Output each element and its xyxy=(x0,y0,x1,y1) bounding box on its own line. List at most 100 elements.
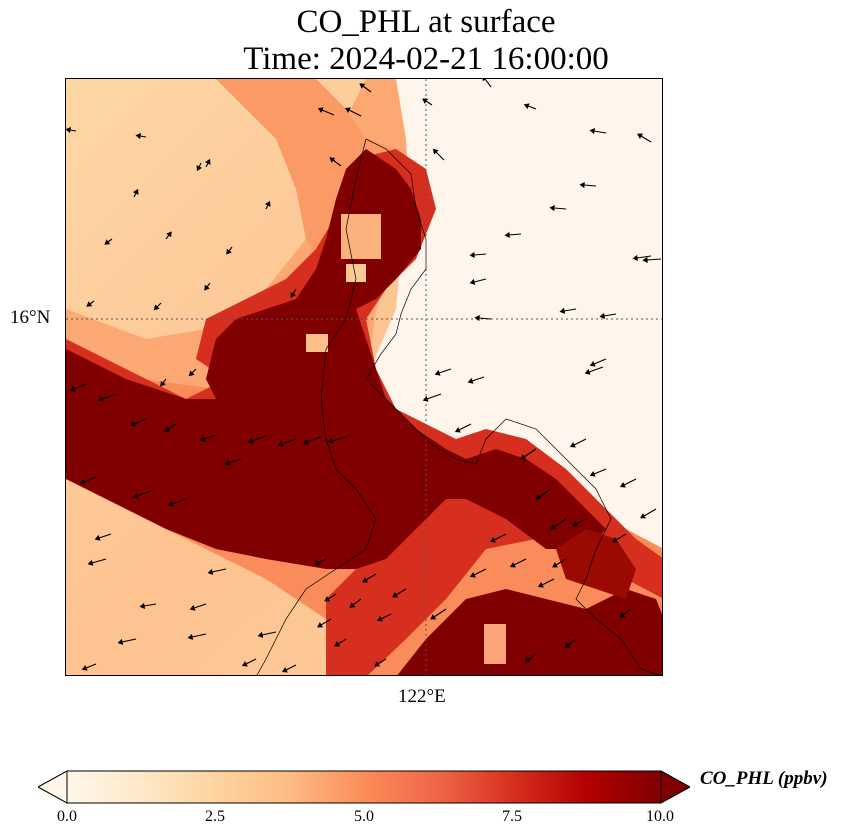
wind-vector-head-75 xyxy=(550,524,557,530)
wind-vector-10 xyxy=(206,282,211,288)
map-svg xyxy=(66,79,662,675)
wind-vector-head-76 xyxy=(535,494,542,500)
wind-vector-head-0 xyxy=(66,127,72,134)
wind-vector-head-46 xyxy=(327,437,334,444)
wind-vector-78 xyxy=(458,423,472,431)
wind-vector-head-53 xyxy=(94,534,101,541)
wind-vector-head-86 xyxy=(281,667,288,673)
wind-vector-35 xyxy=(471,376,485,382)
wind-vector-72 xyxy=(541,578,555,586)
wind-vector-38 xyxy=(162,378,167,384)
plume-core-east-island xyxy=(556,529,636,599)
wind-vector-head-36 xyxy=(434,369,441,376)
wind-vector-82 xyxy=(622,608,632,616)
wind-vector-head-35 xyxy=(467,377,474,384)
wind-vector-head-40 xyxy=(164,426,171,432)
wind-vector-26 xyxy=(473,253,487,256)
wind-vector-89 xyxy=(85,663,97,669)
plume-core-south xyxy=(397,589,662,675)
wind-vector-84 xyxy=(527,653,537,661)
wind-vector-0 xyxy=(69,129,77,132)
wind-vector-48 xyxy=(101,393,117,400)
wind-vector-head-62 xyxy=(324,596,331,602)
wind-vector-head-23 xyxy=(579,181,585,189)
wind-vector-head-15 xyxy=(344,107,351,113)
wind-vector-2 xyxy=(205,162,209,168)
wind-vector-18 xyxy=(435,151,445,161)
concentration-map xyxy=(65,78,663,676)
wind-vector-head-34 xyxy=(584,368,591,375)
wind-vector-head-65 xyxy=(392,592,399,598)
wind-vector-head-24 xyxy=(549,204,555,212)
wind-vector-22 xyxy=(640,135,652,143)
wind-vector-39 xyxy=(191,368,197,374)
wind-vector-29 xyxy=(603,313,617,317)
wind-vector-head-22 xyxy=(637,133,644,139)
wind-vector-73 xyxy=(555,558,567,566)
wind-vector-head-4 xyxy=(196,165,202,172)
wind-vector-65 xyxy=(395,588,407,596)
wind-vector-13 xyxy=(332,159,342,167)
wind-vector-56 xyxy=(191,633,207,638)
wind-vector-head-9 xyxy=(86,301,93,307)
colorbar-tick-4: 10.0 xyxy=(646,808,674,825)
wind-vector-head-58 xyxy=(117,638,124,645)
wind-vector-head-25 xyxy=(504,231,510,239)
plume-hole-3 xyxy=(306,334,328,352)
colorbar-tick-2: 5.0 xyxy=(354,808,374,825)
wind-vector-25 xyxy=(508,233,522,236)
wind-vector-head-14 xyxy=(317,107,324,114)
wind-vector-head-61 xyxy=(313,560,320,566)
wind-vector-9 xyxy=(89,300,95,305)
wind-vector-head-83 xyxy=(564,642,571,648)
wind-vector-30 xyxy=(646,258,662,261)
wind-vector-17 xyxy=(425,100,433,106)
wind-vector-54 xyxy=(91,558,107,564)
wind-vector-36 xyxy=(438,368,452,374)
wind-vector-head-21 xyxy=(589,128,596,135)
wind-vector-43 xyxy=(251,435,267,442)
wind-vector-head-29 xyxy=(599,312,606,319)
wind-vector-62 xyxy=(327,593,337,600)
wind-vector-66 xyxy=(380,613,392,620)
wind-vector-head-42 xyxy=(224,459,231,466)
wind-vector-head-47 xyxy=(69,385,76,392)
wind-vector-head-44 xyxy=(277,440,284,447)
wind-vector-head-82 xyxy=(619,612,626,618)
wind-vector-70 xyxy=(473,568,487,576)
wind-vector-20 xyxy=(527,105,537,110)
wind-vector-11 xyxy=(156,302,162,308)
wind-vector-head-12 xyxy=(290,291,296,298)
wind-vector-head-27 xyxy=(474,314,480,322)
wind-vector-90 xyxy=(593,468,607,475)
wind-vector-head-48 xyxy=(97,395,104,402)
wind-vector-head-18 xyxy=(432,148,439,155)
wind-vector-head-68 xyxy=(317,622,324,628)
wind-vector-head-78 xyxy=(454,427,461,433)
wind-vector-8 xyxy=(228,246,233,252)
wind-vector-85 xyxy=(377,658,387,665)
wind-vector-28 xyxy=(563,308,577,312)
wind-vector-head-41 xyxy=(199,435,206,442)
wind-vector-head-45 xyxy=(302,438,309,445)
wind-vector-head-13 xyxy=(329,157,336,163)
wind-vector-59 xyxy=(143,603,157,607)
wind-vector-75 xyxy=(553,518,567,528)
colorbar-svg xyxy=(36,770,692,804)
wind-vector-76 xyxy=(538,488,552,498)
wind-vector-55 xyxy=(211,568,227,573)
colorbar-tick-3: 7.5 xyxy=(502,808,522,825)
latitude-tick-label: 16°N xyxy=(10,307,51,328)
map-title-line1: CO_PHL at surface xyxy=(296,4,556,40)
wind-vector-head-28 xyxy=(559,307,566,314)
wind-vector-head-43 xyxy=(247,437,254,444)
wind-vector-head-59 xyxy=(139,602,146,609)
wind-vector-head-80 xyxy=(489,537,496,543)
wind-vector-67 xyxy=(337,638,347,645)
wind-vector-head-81 xyxy=(612,537,619,543)
wind-vector-15 xyxy=(348,109,362,117)
wind-vector-head-79 xyxy=(569,442,576,448)
wind-vector-34 xyxy=(588,366,604,373)
wind-vector-52 xyxy=(171,498,187,505)
wind-vector-head-26 xyxy=(469,251,475,259)
